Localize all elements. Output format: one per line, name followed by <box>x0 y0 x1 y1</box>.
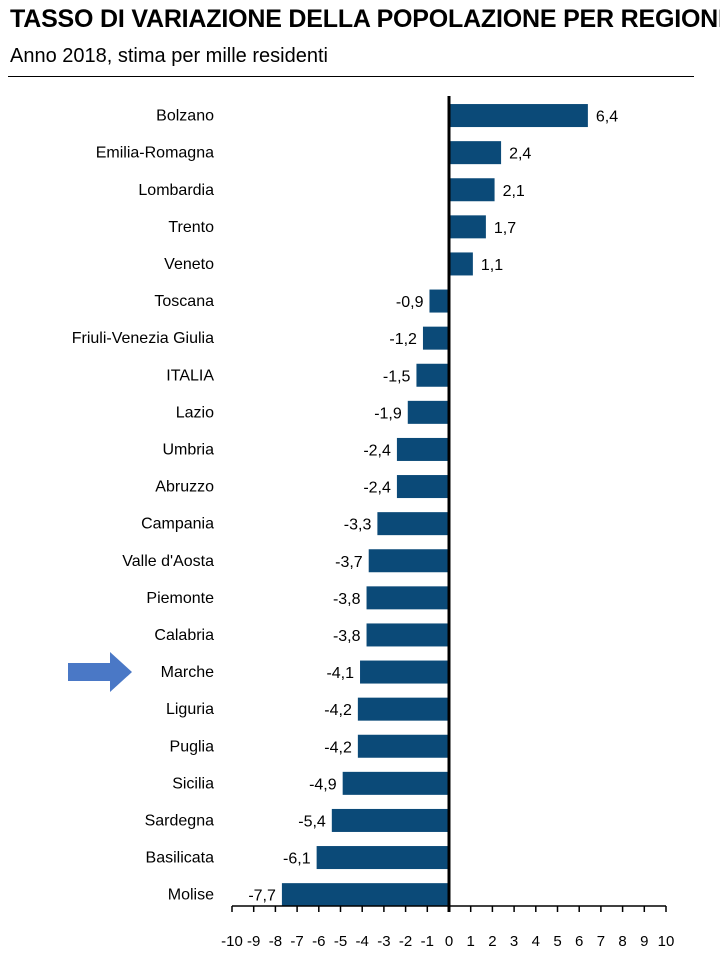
category-label-13: Piemonte <box>146 590 214 607</box>
bar-21 <box>281 883 449 907</box>
value-label-13: -3,8 <box>333 591 361 608</box>
highlight-arrow-icon <box>68 652 132 693</box>
category-label-0: Bolzano <box>156 108 214 125</box>
category-label-19: Sardegna <box>145 812 214 829</box>
bar-10 <box>396 475 449 499</box>
title-divider <box>8 76 694 77</box>
value-label-20: -6,1 <box>283 851 311 868</box>
x-tick-label-18: 8 <box>618 933 626 950</box>
category-label-10: Abruzzo <box>155 479 214 496</box>
value-label-21: -7,7 <box>248 888 276 905</box>
x-tick-label-4: -6 <box>312 933 325 950</box>
value-label-3: 1,7 <box>494 220 516 237</box>
x-tick-label-9: -1 <box>421 933 434 950</box>
bar-2 <box>449 178 495 202</box>
x-tick-label-11: 1 <box>467 933 475 950</box>
value-label-1: 2,4 <box>509 146 531 163</box>
bar-15 <box>360 660 449 684</box>
x-tick-label-5: -5 <box>334 933 347 950</box>
category-label-21: Molise <box>168 887 214 904</box>
value-label-15: -4,1 <box>326 665 354 682</box>
bar-18 <box>342 771 449 795</box>
category-label-4: Veneto <box>164 256 214 273</box>
category-label-3: Trento <box>168 219 214 236</box>
value-label-19: -5,4 <box>298 813 326 830</box>
category-label-6: Friuli-Venezia Giulia <box>72 330 214 347</box>
value-label-8: -1,9 <box>374 405 402 422</box>
bar-3 <box>449 215 486 239</box>
x-tick-label-12: 2 <box>488 933 496 950</box>
category-label-15: Marche <box>161 664 214 681</box>
value-label-12: -3,7 <box>335 554 363 571</box>
value-label-9: -2,4 <box>363 442 391 459</box>
bar-16 <box>357 697 449 721</box>
value-label-14: -3,8 <box>333 628 361 645</box>
x-tick-label-1: -9 <box>247 933 260 950</box>
x-tick-label-13: 3 <box>510 933 518 950</box>
bar-13 <box>366 586 449 610</box>
chart-subtitle: Anno 2018, stima per mille residenti <box>10 45 328 67</box>
category-label-12: Valle d'Aosta <box>122 553 214 570</box>
bar-6 <box>422 326 449 350</box>
category-label-11: Campania <box>141 516 214 533</box>
bar-20 <box>316 846 449 870</box>
bar-7 <box>416 363 449 387</box>
bar-0 <box>449 104 588 128</box>
bar-5 <box>429 289 449 313</box>
value-label-17: -4,2 <box>324 739 352 756</box>
bar-1 <box>449 141 502 165</box>
x-tick-label-16: 6 <box>575 933 583 950</box>
x-tick-label-8: -2 <box>399 933 412 950</box>
category-label-2: Lombardia <box>138 182 214 199</box>
x-tick-label-3: -7 <box>290 933 303 950</box>
bar-4 <box>449 252 473 276</box>
category-label-20: Basilicata <box>146 850 215 867</box>
x-tick-label-7: -3 <box>377 933 390 950</box>
value-label-11: -3,3 <box>344 517 372 534</box>
value-label-0: 6,4 <box>596 109 618 126</box>
value-label-2: 2,1 <box>503 183 525 200</box>
bar-17 <box>357 734 449 758</box>
bar-9 <box>396 437 449 461</box>
bar-8 <box>407 400 449 424</box>
category-label-9: Umbria <box>162 441 214 458</box>
bar-12 <box>368 549 449 573</box>
bar-11 <box>377 512 449 536</box>
value-label-10: -2,4 <box>363 480 391 497</box>
value-label-7: -1,5 <box>383 368 411 385</box>
value-label-4: 1,1 <box>481 257 503 274</box>
value-label-16: -4,2 <box>324 702 352 719</box>
category-label-17: Puglia <box>170 738 215 755</box>
x-tick-label-6: -4 <box>356 933 369 950</box>
category-label-8: Lazio <box>176 404 214 421</box>
category-label-7: ITALIA <box>166 367 214 384</box>
value-label-6: -1,2 <box>389 331 417 348</box>
x-tick-label-17: 7 <box>597 933 605 950</box>
bar-19 <box>331 808 449 832</box>
x-tick-label-20: 10 <box>658 933 675 950</box>
value-label-5: -0,9 <box>396 294 424 311</box>
x-tick-label-10: 0 <box>445 933 453 950</box>
x-tick-label-15: 5 <box>553 933 561 950</box>
x-tick-label-2: -8 <box>269 933 282 950</box>
category-label-14: Calabria <box>154 627 214 644</box>
chart-title: TASSO DI VARIAZIONE DELLA POPOLAZIONE PE… <box>10 5 720 33</box>
bar-14 <box>366 623 449 647</box>
x-tick-label-19: 9 <box>640 933 648 950</box>
category-label-1: Emilia-Romagna <box>96 145 214 162</box>
category-label-5: Toscana <box>154 293 214 310</box>
x-tick-label-0: -10 <box>221 933 243 950</box>
value-label-18: -4,9 <box>309 776 337 793</box>
category-label-18: Sicilia <box>172 775 214 792</box>
x-tick-label-14: 4 <box>532 933 540 950</box>
category-label-16: Liguria <box>166 701 214 718</box>
